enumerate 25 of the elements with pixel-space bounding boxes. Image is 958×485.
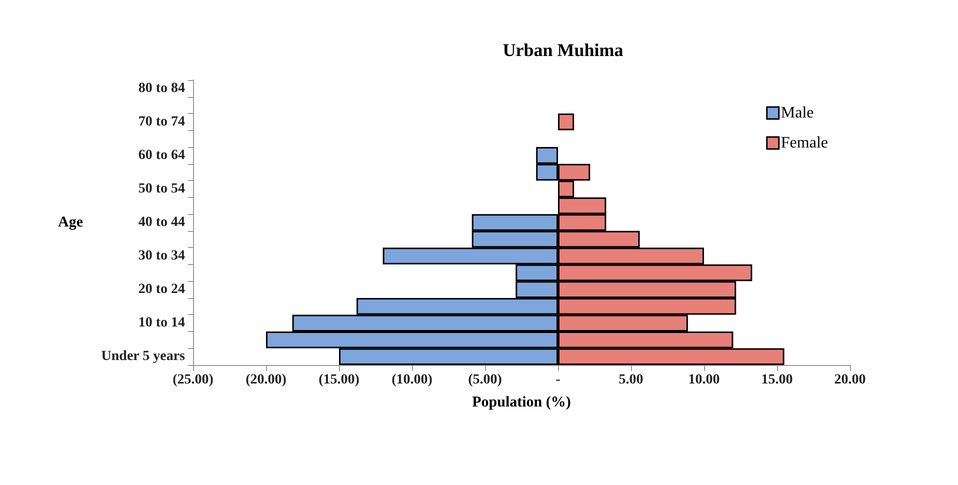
y-tick-label: 50 to 54 [138, 181, 185, 196]
x-tick-label: 5.00 [618, 372, 644, 388]
x-tick-label: (25.00) [172, 372, 214, 388]
bar [558, 114, 574, 130]
x-tick-label: 15.00 [761, 372, 793, 388]
y-tick-label: 20 to 24 [138, 282, 185, 298]
y-axis-title: Age [58, 214, 84, 230]
x-tick-label: (5.00) [468, 372, 502, 388]
y-tick-label: Under 5 years [101, 349, 186, 364]
y-tick-label: 60 to 64 [138, 148, 185, 163]
y-tick-label: 40 to 44 [138, 215, 185, 230]
x-tick-label: 20.00 [834, 372, 866, 388]
x-tick-label: - [556, 372, 561, 388]
x-tick-label: (15.00) [318, 372, 360, 388]
chart-title: Urban Muhima [502, 40, 624, 60]
legend-label: Male [780, 104, 814, 122]
x-axis-title: Population (%) [472, 394, 571, 410]
y-tick-label: 10 to 14 [138, 316, 185, 331]
x-tick-label: 10.00 [688, 372, 720, 388]
legend-label: Female [780, 134, 828, 152]
x-tick-label: (20.00) [246, 372, 287, 388]
y-tick-label: 30 to 34 [138, 248, 185, 264]
x-tick-label: (10.00) [392, 372, 433, 388]
y-tick-label: 70 to 74 [138, 114, 185, 130]
y-tick-label: 80 to 84 [138, 80, 185, 96]
